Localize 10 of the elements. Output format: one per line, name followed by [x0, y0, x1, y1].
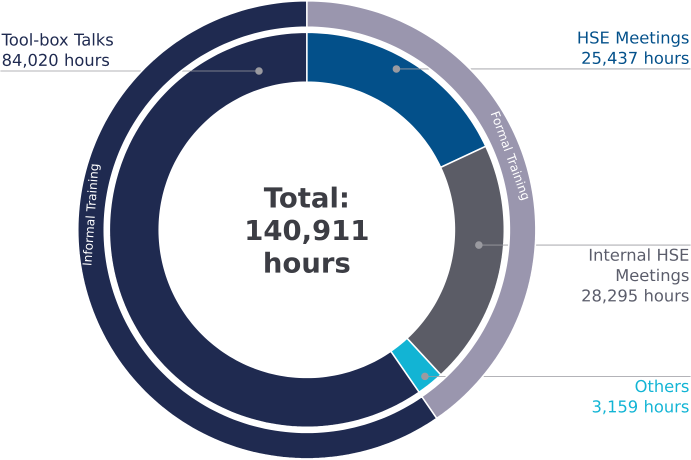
slice-label: HSE Meetings — [578, 31, 689, 48]
data-label: 25,437 hours — [582, 52, 689, 66]
text: Total: 140,911 hours — [247, 186, 368, 274]
slice-label: Internal HSE Meetings — [590, 248, 689, 285]
slice-label: Others — [636, 380, 689, 392]
data-label: 28,295 hours — [582, 289, 689, 304]
slice-label: Informal Training — [82, 164, 101, 266]
data-label: 84,020 hours — [2, 54, 110, 68]
slice-label: Tool-box Talks — [2, 33, 113, 46]
data-label: 3,159 hours — [592, 400, 689, 414]
